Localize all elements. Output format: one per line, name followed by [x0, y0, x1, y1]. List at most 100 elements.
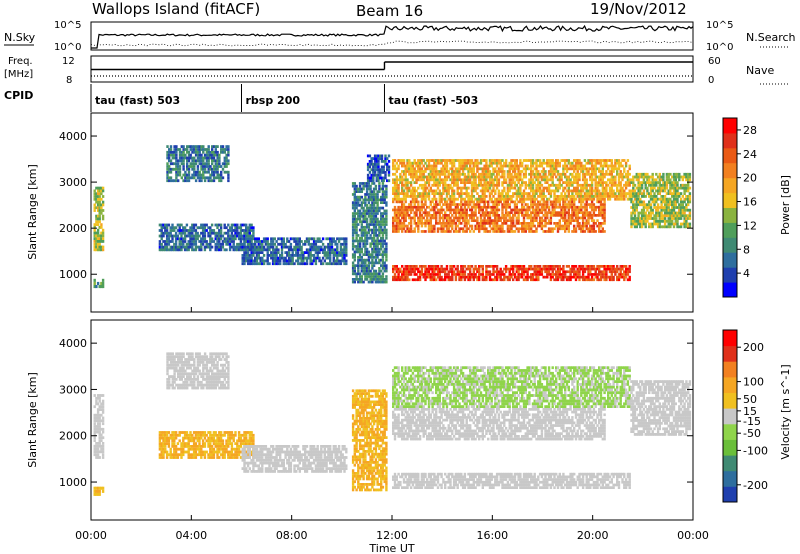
echo-cell-4	[252, 254, 255, 257]
echo-cell-3	[239, 234, 243, 238]
echo-cell-0	[93, 231, 96, 235]
echo-cell-7	[592, 278, 596, 282]
echo-cell-9	[601, 178, 604, 182]
cpid-segment-label-1: rbsp 200	[246, 94, 301, 107]
echo-cell-3	[180, 242, 183, 246]
echo-cell-2	[223, 165, 226, 168]
echo-cell-9	[404, 172, 407, 176]
echo-cell-3	[185, 245, 189, 249]
echo-cell-5	[364, 201, 367, 204]
echo-cell-8	[581, 227, 585, 231]
echo-cell-9	[460, 195, 463, 198]
echo-cell-2	[211, 153, 214, 157]
echo-cell-3	[162, 234, 165, 238]
echo-cell-8	[546, 203, 549, 206]
echo-cell-5	[380, 269, 383, 273]
echo-cell-3	[230, 234, 234, 238]
echo-cell-7	[420, 267, 424, 271]
echo-cell-0	[100, 206, 103, 210]
echo-cell-9	[592, 197, 596, 201]
echo-cell-4	[327, 248, 330, 252]
echo-cell-8	[567, 211, 570, 214]
echo-cell-3	[180, 223, 183, 227]
echo-cell-2	[212, 153, 216, 157]
echo-cell-5	[364, 195, 367, 199]
echo-cell-8	[420, 214, 424, 217]
echo-cell-5	[355, 225, 358, 229]
echo-cell-7	[573, 267, 576, 271]
echo-cell-3	[237, 248, 241, 252]
echo-cell-9	[409, 181, 413, 184]
echo-cell-6	[382, 179, 385, 183]
echo-cell-2	[198, 148, 201, 151]
echo-cell-2	[198, 156, 201, 160]
echo-cell-0	[101, 209, 105, 212]
echo-cell-3	[218, 231, 221, 235]
echo-cell-0	[101, 228, 105, 232]
echo-cell-3	[209, 248, 212, 252]
echo-cell-4	[314, 251, 318, 254]
echo-cell-3	[158, 229, 162, 232]
echo-cell-4	[302, 242, 305, 246]
echo-cell-4	[262, 254, 266, 257]
echo-cell-0	[96, 186, 100, 190]
echo-cell-8	[483, 216, 486, 220]
echo-cell-9	[590, 175, 594, 179]
echo-cell-0	[95, 192, 98, 196]
echo-cell-0	[101, 200, 105, 204]
echo-cell-7	[567, 265, 570, 268]
echo-cell-4	[273, 251, 276, 254]
echo-cell-4	[296, 262, 300, 266]
echo-cell-8	[497, 214, 501, 217]
echo-cell-8	[517, 216, 520, 220]
echo-cell-8	[433, 230, 436, 233]
echo-cell-8	[558, 222, 561, 225]
echo-cell-5	[385, 280, 388, 284]
echo-cell-2	[207, 156, 210, 160]
echo-cell-9	[395, 181, 398, 184]
echo-cell-4	[262, 237, 266, 241]
echo-cell-2	[178, 153, 182, 157]
echo-cell-5	[367, 264, 371, 267]
echo-cell-2	[221, 167, 225, 171]
echo-cell-4	[296, 248, 300, 252]
echo-cell-8	[585, 205, 588, 209]
echo-cell-3	[245, 229, 248, 232]
echo-cell-2	[216, 156, 219, 160]
echo-cell-3	[196, 231, 199, 235]
echo-cell-3	[232, 248, 235, 252]
echo-cell-9	[447, 192, 450, 195]
echo-cell-7	[526, 278, 529, 282]
echo-cell-4	[293, 262, 296, 266]
echo-cell-4	[243, 256, 246, 260]
echo-cell-5	[364, 228, 367, 232]
echo-cell-8	[465, 208, 468, 212]
echo-cell-3	[169, 245, 172, 249]
echo-cell-2	[227, 153, 230, 157]
echo-cell-9	[542, 159, 545, 162]
echo-cell-2	[218, 176, 221, 180]
echo-cell-8	[438, 219, 441, 222]
echo-cell-2	[200, 148, 203, 151]
echo-cell-3	[174, 234, 178, 238]
echo-cell-2	[191, 176, 194, 180]
echo-cell-7	[612, 275, 615, 279]
echo-cell-2	[184, 173, 187, 177]
echo-cell-0	[96, 223, 100, 226]
echo-cell-4	[279, 256, 282, 260]
echo-cell-3	[171, 248, 174, 252]
echo-cell-9	[409, 183, 413, 187]
echo-cell-2	[200, 145, 203, 148]
echo-cell-5	[371, 280, 374, 284]
echo-cell-0	[95, 248, 98, 252]
echo-cell-7	[592, 265, 596, 268]
echo-cell-5	[376, 193, 379, 196]
echo-cell-2	[212, 170, 216, 174]
echo-cell-8	[488, 230, 492, 233]
echo-cell-4	[264, 242, 268, 246]
echo-cell-7	[456, 265, 459, 268]
echo-cell-3	[176, 245, 180, 249]
echo-cell-3	[216, 226, 219, 230]
echo-cell-4	[300, 245, 303, 249]
echo-cell-5	[385, 278, 388, 281]
